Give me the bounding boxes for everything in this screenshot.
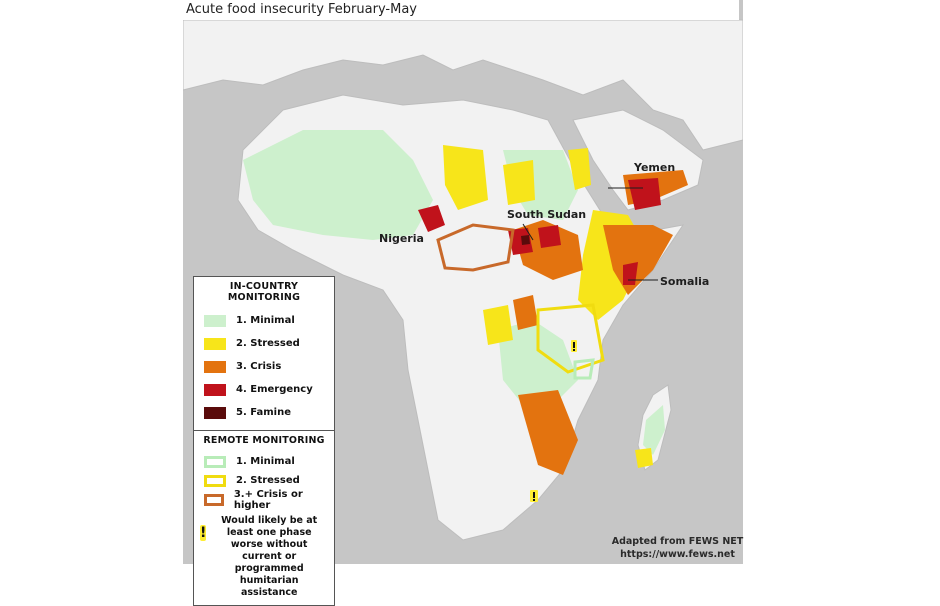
assistance-marker-south-africa [530, 490, 538, 502]
legend-label: 2. Stressed [236, 338, 300, 349]
niger-stressed-zone [443, 145, 488, 210]
south-sudan-east-emergency-zone [538, 225, 561, 248]
label-somalia: Somalia [660, 275, 710, 288]
nigeria-emergency-zone [418, 205, 445, 232]
legend-item-emergency: 4. Emergency [200, 378, 328, 401]
label-nigeria: Nigeria [379, 232, 424, 245]
legend-remote-item-crisis: 3.+ Crisis or higher [200, 488, 328, 511]
legend-in-country-section: IN-COUNTRY MONITORING 1. Minimal 2. Stre… [194, 277, 334, 430]
legend-swatch-crisis [204, 360, 226, 373]
assistance-marker-tanzania [571, 340, 577, 352]
legend-remote-heading: REMOTE MONITORING [203, 435, 325, 446]
legend-swatch-stressed [204, 337, 226, 350]
label-south-sudan: South Sudan [507, 208, 587, 221]
legend-label: 2. Stressed [236, 475, 300, 486]
somalia-emergency-zone [623, 262, 638, 285]
legend-remote-section: REMOTE MONITORING 1. Minimal 2. Stressed… [194, 430, 334, 605]
south-sudan-crisis-zone [513, 220, 583, 280]
legend-remote-item-stressed: 2. Stressed [200, 471, 328, 490]
sudan-stressed-zone [568, 148, 591, 190]
tanzania-remote-stressed-outline [536, 303, 605, 374]
credit-line-1: Adapted from FEWS NET [611, 536, 744, 547]
legend-item-minimal: 1. Minimal [200, 309, 328, 332]
legend-in-country-heading: IN-COUNTRY MONITORING [227, 281, 301, 303]
credit-line-2: https://www.fews.net [620, 549, 735, 560]
south-sudan-emergency-zone [508, 228, 533, 255]
label-yemen: Yemen [634, 161, 676, 174]
legend-label: 3.+ Crisis or higher [233, 488, 303, 511]
madagascar-stressed-zone [635, 448, 653, 468]
legend-remote-item-minimal: 1. Minimal [200, 452, 328, 471]
south-sudan-famine-zone [521, 235, 530, 245]
legend-assistance-note: ! Would likely be at least one phase wor… [200, 515, 328, 599]
map-graphic [183, 19, 743, 541]
europe-landmass [183, 19, 743, 151]
legend-item-stressed: 2. Stressed [200, 332, 328, 355]
legend-item-famine: 5. Famine [200, 401, 328, 424]
chad-stressed-zone [503, 160, 535, 205]
legend: IN-COUNTRY MONITORING 1. Minimal 2. Stre… [193, 276, 335, 606]
uganda-crisis-zone [513, 295, 538, 330]
page-frame: Acute food insecurity February-May Niger… [183, 0, 750, 606]
legend-outline-minimal [204, 455, 226, 468]
map-title: Acute food insecurity February-May [183, 0, 739, 20]
legend-outline-crisis [204, 493, 224, 506]
legend-item-crisis: 3. Crisis [200, 355, 328, 378]
legend-outline-stressed [204, 474, 226, 487]
south-sudan-leader-line [522, 223, 534, 241]
somalia-crisis-zone [603, 225, 673, 295]
legend-label: 4. Emergency [236, 384, 313, 395]
legend-swatch-minimal [204, 314, 226, 327]
legend-label: 1. Minimal [236, 456, 295, 467]
madagascar-minimal-zone [643, 405, 665, 455]
legend-label: 3. Crisis [236, 361, 282, 372]
mozambique-crisis-zone [518, 390, 578, 475]
car-remote-crisis-outline [436, 223, 515, 272]
legend-note-text: Would likely be at least one phase worse… [221, 515, 318, 598]
source-credit: Adapted from FEWS NET https://www.fews.n… [605, 535, 750, 561]
legend-label: 5. Famine [236, 407, 291, 418]
southern-minimal-zone [498, 320, 578, 405]
exclamation-icon: ! [200, 525, 207, 541]
legend-label: 1. Minimal [236, 315, 295, 326]
remote-minimal-outline [573, 358, 595, 380]
yemen-emergency-zone [628, 178, 661, 210]
legend-swatch-emergency [204, 383, 226, 396]
legend-swatch-famine [204, 406, 226, 419]
drc-stressed-zone [483, 305, 513, 345]
west-africa-minimal-zone [243, 130, 433, 240]
